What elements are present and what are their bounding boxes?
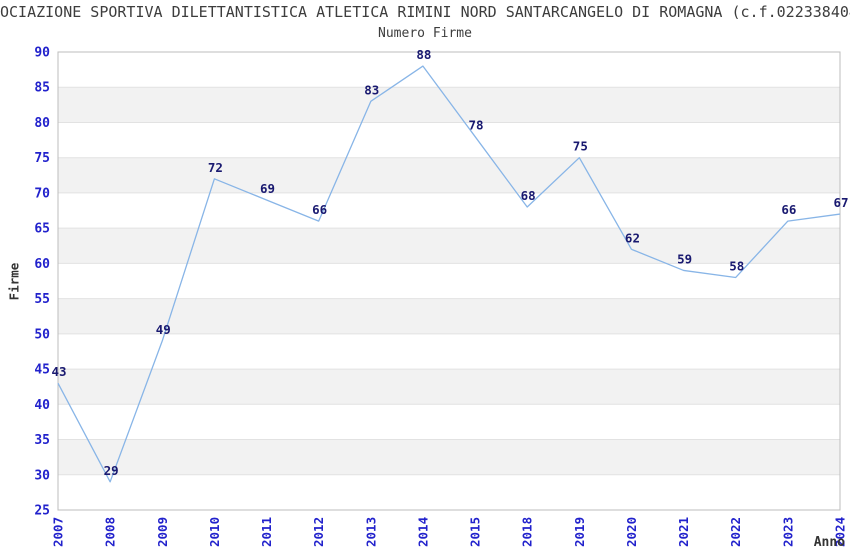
y-tick-label: 50: [34, 327, 50, 342]
x-tick-label: 2010: [207, 517, 222, 547]
grid-band: [58, 439, 840, 475]
y-tick-label: 35: [34, 433, 50, 448]
x-tick-label: 2019: [572, 517, 587, 547]
x-tick-label: 2022: [728, 517, 743, 547]
data-point-label: 67: [833, 195, 848, 210]
x-tick-label: 2007: [51, 517, 66, 547]
data-point-label: 78: [469, 118, 484, 133]
x-tick-label: 2012: [311, 517, 326, 547]
x-tick-label: 2008: [103, 517, 118, 547]
data-point-label: 75: [573, 139, 588, 154]
data-point-label: 49: [156, 322, 171, 337]
data-point-label: 72: [208, 160, 223, 175]
data-point-label: 83: [364, 82, 379, 97]
y-tick-label: 45: [34, 363, 50, 378]
data-point-label: 66: [312, 202, 327, 217]
y-tick-label: 65: [34, 222, 50, 237]
data-point-label: 62: [625, 230, 640, 245]
x-tick-label: 2013: [363, 517, 378, 547]
data-point-label: 29: [104, 463, 119, 478]
y-tick-label: 80: [34, 116, 50, 131]
data-point-label: 66: [781, 202, 796, 217]
plot-border: [57, 51, 841, 511]
chart-title: Numero Firme: [378, 26, 472, 41]
y-tick-label: 85: [34, 81, 50, 96]
data-point-label: 69: [260, 181, 275, 196]
x-tick-label: 2014: [415, 517, 430, 547]
grid-band: [58, 298, 840, 334]
data-point-label: 43: [51, 364, 66, 379]
data-point-label: 58: [729, 258, 744, 273]
y-tick-label: 60: [34, 257, 50, 272]
y-tick-label: 55: [34, 292, 50, 307]
page-title: OCIAZIONE SPORTIVA DILETTANTISTICA ATLET…: [0, 3, 850, 21]
grid-band: [58, 369, 840, 405]
x-axis-label: Anno: [813, 535, 845, 550]
y-axis-label: Firme: [6, 262, 22, 301]
grid-band: [58, 87, 840, 123]
y-tick-label: 90: [34, 46, 50, 61]
grid-band: [58, 228, 840, 264]
x-tick-label: 2024: [833, 517, 848, 547]
x-tick-label: 2011: [259, 517, 274, 547]
x-tick-label: 2020: [624, 517, 639, 547]
data-line: [57, 65, 841, 483]
data-point-label: 68: [521, 188, 536, 203]
grid-band: [58, 157, 840, 193]
x-tick-label: 2015: [468, 517, 483, 547]
x-tick-label: 2018: [520, 517, 535, 547]
x-tick-label: 2009: [155, 517, 170, 547]
y-tick-label: 75: [34, 151, 50, 166]
y-tick-label: 30: [34, 468, 50, 483]
y-tick-label: 40: [34, 398, 50, 413]
data-point-label: 88: [416, 47, 431, 62]
y-tick-label: 70: [34, 186, 50, 201]
x-tick-label: 2021: [676, 517, 691, 547]
y-tick-label: 25: [34, 504, 50, 519]
x-tick-label: 2023: [780, 517, 795, 547]
data-point-label: 59: [677, 251, 692, 266]
